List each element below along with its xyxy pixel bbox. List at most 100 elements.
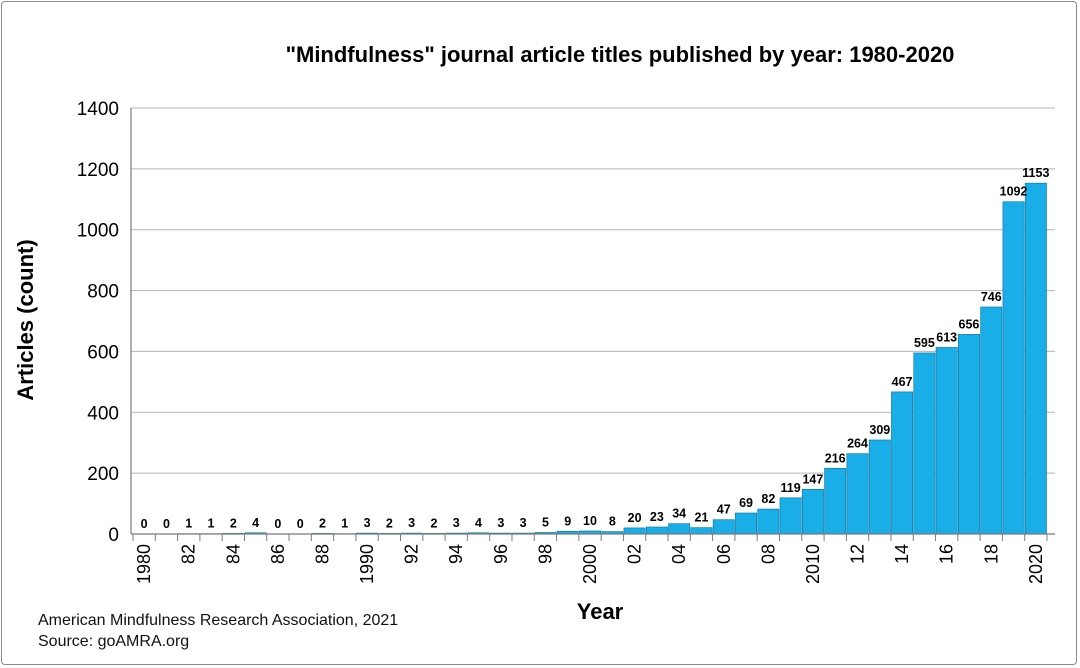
data-label: 3 bbox=[408, 516, 415, 530]
data-label: 309 bbox=[869, 423, 890, 437]
bar-2010 bbox=[801, 488, 824, 535]
y-tick-label: 0 bbox=[108, 525, 119, 546]
x-tick-label: 86 bbox=[268, 544, 288, 564]
x-tick-label: 2020 bbox=[1026, 544, 1046, 584]
data-label: 2 bbox=[319, 516, 326, 530]
y-tick-label: 800 bbox=[87, 282, 119, 303]
bar-2014 bbox=[891, 391, 914, 535]
y-tick-label: 400 bbox=[87, 403, 119, 424]
data-label: 656 bbox=[959, 317, 980, 331]
data-label: 0 bbox=[274, 517, 281, 531]
bar-2008 bbox=[757, 508, 780, 535]
bar-2005 bbox=[690, 527, 713, 535]
y-tick-label: 1000 bbox=[77, 221, 119, 242]
data-label: 746 bbox=[981, 290, 1002, 304]
data-label: 2 bbox=[386, 516, 393, 530]
bar-2012 bbox=[846, 453, 869, 535]
chart-title: "Mindfulness" journal article titles pub… bbox=[285, 42, 955, 67]
data-label: 1 bbox=[341, 517, 348, 531]
data-label: 119 bbox=[781, 481, 801, 495]
footer-attribution: American Mindfulness Research Associatio… bbox=[38, 612, 399, 629]
data-label: 3 bbox=[364, 516, 371, 530]
bar-2019 bbox=[1002, 201, 1025, 535]
bar-2018 bbox=[980, 306, 1003, 535]
y-tick-label: 200 bbox=[87, 464, 119, 485]
data-label: 23 bbox=[650, 510, 664, 524]
x-tick-labels: 1980 82 84 86 88 1990 92 94 96 98 2000 02 04 06 08 2010… bbox=[134, 544, 1046, 584]
data-label: 34 bbox=[672, 507, 686, 521]
y-tick-label: 1200 bbox=[77, 160, 119, 181]
x-tick-label: 18 bbox=[981, 544, 1001, 564]
x-tick-label: 82 bbox=[179, 544, 199, 564]
x-tick-label: 2010 bbox=[803, 544, 823, 584]
gridlines bbox=[131, 107, 1055, 474]
x-tick-label: 96 bbox=[491, 544, 511, 564]
data-label: 595 bbox=[914, 336, 935, 350]
y-tick-label: 1400 bbox=[77, 99, 119, 120]
data-label: 613 bbox=[936, 330, 957, 344]
data-label: 4 bbox=[475, 516, 482, 530]
bar-2011 bbox=[824, 467, 847, 535]
x-tick-label: 94 bbox=[446, 544, 466, 564]
data-label: 0 bbox=[297, 517, 304, 531]
x-tick-label: 1990 bbox=[357, 544, 377, 584]
x-tick-label: 08 bbox=[758, 544, 778, 564]
y-axis-label: Articles (count) bbox=[13, 239, 38, 400]
data-label: 8 bbox=[609, 515, 616, 529]
data-label: 2 bbox=[230, 516, 237, 530]
x-tick-label: 04 bbox=[669, 544, 689, 564]
x-axis-label: Year bbox=[577, 599, 624, 624]
bar-2003 bbox=[645, 526, 668, 535]
bar-2015 bbox=[913, 352, 936, 535]
x-tick-label: 84 bbox=[223, 544, 243, 564]
bars bbox=[177, 182, 1047, 535]
data-label: 1 bbox=[185, 517, 192, 531]
data-label: 2 bbox=[430, 516, 437, 530]
x-tick-label: 14 bbox=[892, 544, 912, 564]
data-label: 1 bbox=[208, 517, 215, 531]
data-label: 0 bbox=[141, 517, 148, 531]
data-label: 216 bbox=[825, 451, 846, 465]
x-tick-label: 12 bbox=[848, 544, 868, 564]
bar-2016 bbox=[935, 347, 958, 535]
x-tick-label: 1980 bbox=[134, 544, 154, 584]
data-label: 467 bbox=[892, 375, 913, 389]
footer-source: Source: goAMRA.org bbox=[38, 633, 190, 650]
y-tick-label: 600 bbox=[87, 342, 119, 363]
data-label: 4 bbox=[252, 516, 259, 530]
data-label: 21 bbox=[695, 511, 709, 525]
data-label: 69 bbox=[739, 496, 753, 510]
data-label: 3 bbox=[520, 516, 527, 530]
data-label: 3 bbox=[453, 516, 460, 530]
data-label: 264 bbox=[847, 437, 868, 451]
x-tick-label: 02 bbox=[625, 544, 645, 564]
bar-2020 bbox=[1024, 182, 1047, 535]
bar-2017 bbox=[958, 334, 980, 535]
axes bbox=[130, 108, 1055, 541]
bar-2004 bbox=[668, 523, 691, 535]
data-label: 5 bbox=[542, 515, 549, 529]
data-label: 20 bbox=[628, 511, 642, 525]
x-tick-label: 06 bbox=[714, 544, 734, 564]
bar-2002 bbox=[623, 527, 646, 535]
x-tick-label: 2000 bbox=[580, 544, 600, 584]
x-tick-label: 92 bbox=[402, 544, 422, 564]
x-tick-label: 98 bbox=[535, 544, 555, 564]
x-tick-label: 16 bbox=[937, 544, 957, 564]
data-label: 47 bbox=[717, 503, 731, 517]
data-label: 3 bbox=[497, 516, 504, 530]
x-tick-label: 88 bbox=[312, 544, 332, 564]
data-label: 9 bbox=[564, 514, 571, 528]
bar-2006 bbox=[712, 519, 735, 535]
data-label: 0 bbox=[163, 517, 170, 531]
bar-2009 bbox=[779, 497, 802, 535]
data-label: 82 bbox=[761, 492, 775, 506]
data-label: 1153 bbox=[1022, 166, 1049, 180]
y-tick-labels: 0 200 400 600 800 1000 1200 1400 bbox=[77, 99, 119, 546]
data-label: 147 bbox=[802, 472, 823, 486]
bar-2007 bbox=[735, 512, 757, 535]
bar-2013 bbox=[868, 439, 891, 535]
